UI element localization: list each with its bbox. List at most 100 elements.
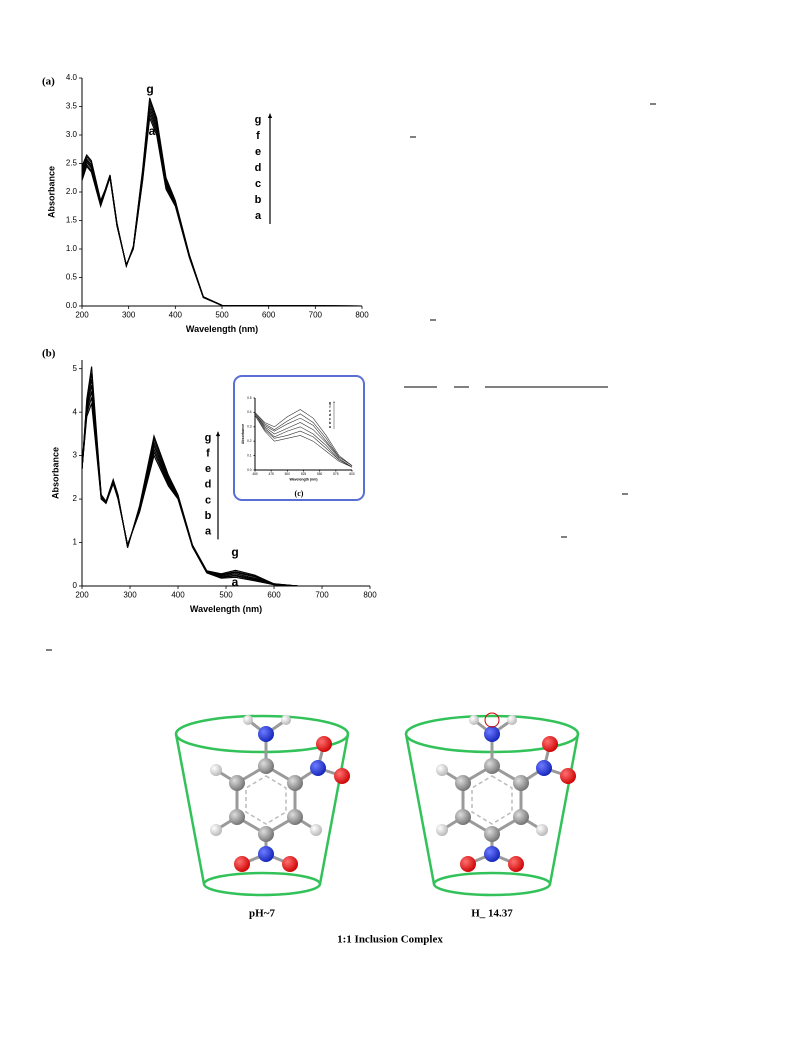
x-tick-label: 300 (123, 591, 137, 600)
x-axis-label: Wavelength (nm) (289, 477, 317, 481)
legend-label: d (255, 162, 262, 174)
legend-label: b (205, 510, 212, 522)
curve-label: a (149, 124, 156, 138)
y-tick-label: 0.5 (66, 273, 78, 282)
spectrum-line (254, 415, 353, 468)
chart: 0.0 0.5 1.0 1.5 2.0 2.5 3.0 3.5 4.0 200 300 400 500 6… (42, 73, 369, 334)
x-tick-label: 525 (301, 472, 307, 476)
x-tick-label: 400 (171, 591, 185, 600)
spectrum-line (81, 104, 363, 307)
x-tick-label: 600 (262, 311, 276, 320)
y-tick-label: 2.5 (66, 159, 78, 168)
x-tick-label: 500 (285, 472, 291, 476)
legend-label: b (329, 421, 331, 425)
text-marks (46, 103, 656, 651)
legend-label: c (329, 417, 331, 421)
inset-frame (233, 375, 365, 501)
x-axis-label: Wavelength (nm) (186, 324, 258, 334)
legend-label: d (205, 479, 212, 491)
y-axis-label: Absorbance (50, 447, 60, 499)
panel-label: (b) (42, 348, 56, 360)
legend-label: a (255, 210, 262, 222)
x-tick-label: 300 (122, 311, 136, 320)
panel-label: (a) (42, 76, 55, 88)
y-axis-label: Absorbance (241, 424, 245, 444)
curve-label: g (231, 545, 238, 559)
panel-label: (c) (295, 489, 304, 498)
spectrum-line (254, 409, 353, 466)
x-tick-label: 800 (363, 591, 377, 600)
x-tick-label: 600 (349, 472, 355, 476)
y-tick-label: 0.4 (247, 410, 252, 414)
x-tick-label: 500 (219, 591, 233, 600)
caption: H_ 14.37 (471, 908, 513, 920)
x-axis-label: Wavelength (nm) (190, 604, 262, 614)
y-tick-label: 0 (73, 581, 78, 590)
x-tick-label: 450 (252, 472, 258, 476)
spectrum-line (81, 403, 370, 587)
spectrum-line (254, 413, 353, 466)
x-tick-label: 400 (169, 311, 183, 320)
spectrum-line (254, 415, 353, 468)
curve-label: a (232, 575, 239, 589)
legend-label: c (255, 178, 261, 190)
spectrum-line (81, 110, 363, 307)
legend-label: g (205, 432, 212, 444)
figure-title: 1:1 Inclusion Complex (337, 934, 443, 946)
spectrum-line (81, 100, 363, 307)
legend-label: f (329, 405, 331, 409)
legend-label: g (329, 401, 331, 405)
legend-label: f (206, 448, 210, 460)
chart: 0 1 2 3 4 5 200 300 400 500 600 700 800 Wavelength (n… (42, 348, 377, 615)
x-tick-label: 700 (309, 311, 323, 320)
y-tick-label: 1.0 (66, 244, 78, 253)
legend-label: g (255, 114, 262, 126)
y-tick-label: 2.0 (66, 187, 78, 196)
y-axis-label: Absorbance (46, 166, 56, 218)
x-tick-label: 600 (267, 591, 281, 600)
x-tick-label: 200 (75, 591, 89, 600)
y-tick-label: 2 (73, 494, 78, 503)
y-tick-label: 0.2 (247, 439, 252, 443)
spectrum-line (254, 413, 353, 468)
x-tick-label: 550 (317, 472, 323, 476)
y-tick-label: 3.0 (66, 130, 78, 139)
molecule-right (434, 713, 578, 874)
legend-arrowhead (333, 401, 335, 403)
spectrum-line (254, 413, 353, 468)
spectrum-line (81, 117, 363, 307)
legend-label: e (255, 146, 261, 158)
curve-label: g (146, 82, 153, 96)
legend-label: f (256, 130, 260, 142)
x-tick-label: 575 (333, 472, 339, 476)
x-tick-label: 700 (315, 591, 329, 600)
legend-label: c (205, 494, 211, 506)
x-tick-label: 800 (355, 311, 369, 320)
legend-label: b (255, 194, 262, 206)
spectrum-line (81, 107, 363, 307)
y-tick-label: 4 (73, 407, 78, 416)
x-tick-label: 475 (269, 472, 275, 476)
y-tick-label: 3.5 (66, 102, 78, 111)
cup-left (174, 714, 350, 897)
legend-label: a (329, 425, 331, 429)
y-tick-label: 0.0 (66, 301, 78, 310)
legend-label: d (329, 413, 331, 417)
spectrum-line (81, 114, 363, 307)
molecule-left (208, 713, 352, 874)
y-tick-label: 1.5 (66, 216, 78, 225)
proton-mark (484, 712, 500, 728)
y-tick-label: 3 (73, 451, 78, 460)
legend-label: e (205, 463, 211, 475)
y-tick-label: 0.3 (247, 425, 252, 429)
chart: 0.0 0.1 0.2 0.3 0.4 0.5 450 475 500 525 550 575 600 W… (241, 396, 355, 498)
y-tick-label: 1 (73, 538, 78, 547)
legend-arrowhead (267, 113, 273, 118)
legend-label: a (205, 526, 212, 538)
y-tick-label: 0.5 (247, 396, 252, 400)
x-tick-label: 200 (75, 311, 89, 320)
spectrum-line (81, 366, 370, 587)
spectrum-line (81, 97, 363, 307)
